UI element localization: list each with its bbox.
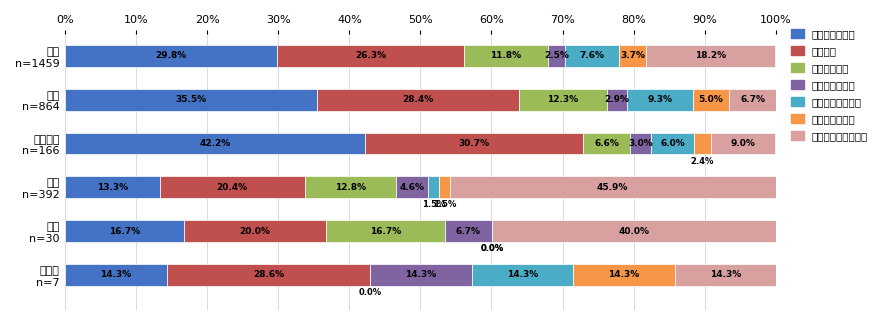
Bar	[565, 45, 619, 67]
Text: 0.0%: 0.0%	[480, 244, 504, 253]
Text: 2.4%: 2.4%	[691, 157, 714, 166]
Text: 2.9%: 2.9%	[604, 95, 629, 104]
Text: 6.7%: 6.7%	[740, 95, 765, 104]
Text: 6.7%: 6.7%	[456, 227, 481, 236]
Bar	[445, 220, 493, 242]
Text: 11.8%: 11.8%	[490, 51, 521, 60]
Text: 42.2%: 42.2%	[199, 139, 230, 148]
Bar	[66, 45, 277, 67]
Bar	[573, 264, 675, 286]
Text: 20.4%: 20.4%	[217, 183, 248, 192]
Text: 13.3%: 13.3%	[97, 183, 128, 192]
Text: 28.6%: 28.6%	[253, 270, 284, 280]
Legend: 非常に貢献する, 貢献する, やや貢献する, やや貢献しない, あまり貢献しない, 全く貢献しない, 該当する経験がない: 非常に貢献する, 貢献する, やや貢献する, やや貢献しない, あまり貢献しない…	[788, 25, 871, 144]
Text: 14.3%: 14.3%	[100, 270, 132, 280]
Bar	[395, 176, 428, 198]
Bar	[651, 133, 694, 154]
Bar	[619, 45, 646, 67]
Text: 20.0%: 20.0%	[239, 227, 270, 236]
Bar	[471, 264, 573, 286]
Bar	[370, 264, 471, 286]
Text: 30.7%: 30.7%	[459, 139, 490, 148]
Text: 4.6%: 4.6%	[400, 183, 424, 192]
Bar	[365, 133, 583, 154]
Bar	[66, 176, 159, 198]
Text: 18.2%: 18.2%	[695, 51, 726, 60]
Bar	[439, 176, 449, 198]
Text: 3.0%: 3.0%	[628, 139, 653, 148]
Bar	[66, 220, 184, 242]
Bar	[167, 264, 370, 286]
Bar	[449, 176, 775, 198]
Text: 14.3%: 14.3%	[405, 270, 437, 280]
Text: 35.5%: 35.5%	[175, 95, 207, 104]
Text: 28.4%: 28.4%	[403, 95, 434, 104]
Text: 9.3%: 9.3%	[648, 95, 672, 104]
Bar	[583, 133, 630, 154]
Text: 16.7%: 16.7%	[109, 227, 140, 236]
Text: 5.0%: 5.0%	[698, 95, 723, 104]
Bar	[548, 45, 565, 67]
Text: 6.6%: 6.6%	[595, 139, 619, 148]
Bar	[184, 220, 326, 242]
Text: 0.0%: 0.0%	[359, 288, 382, 297]
Text: 1.5%: 1.5%	[432, 201, 456, 210]
Bar	[693, 89, 728, 111]
Text: 6.0%: 6.0%	[660, 139, 685, 148]
Bar	[326, 220, 445, 242]
Text: 29.8%: 29.8%	[156, 51, 187, 60]
Text: 14.3%: 14.3%	[609, 270, 640, 280]
Text: 0.0%: 0.0%	[480, 244, 504, 253]
Text: 3.7%: 3.7%	[620, 51, 645, 60]
Bar	[728, 89, 776, 111]
Text: 12.8%: 12.8%	[335, 183, 366, 192]
Bar	[159, 176, 305, 198]
Text: 16.7%: 16.7%	[369, 227, 400, 236]
Text: 9.0%: 9.0%	[730, 139, 756, 148]
Text: 40.0%: 40.0%	[618, 227, 649, 236]
Text: 12.3%: 12.3%	[548, 95, 579, 104]
Bar	[607, 89, 627, 111]
Bar	[66, 133, 365, 154]
Text: 7.6%: 7.6%	[579, 51, 605, 60]
Bar	[493, 220, 776, 242]
Bar	[317, 89, 519, 111]
Bar	[428, 176, 439, 198]
Bar	[711, 133, 775, 154]
Bar	[277, 45, 463, 67]
Bar	[519, 89, 607, 111]
Bar	[694, 133, 711, 154]
Text: 2.5%: 2.5%	[544, 51, 569, 60]
Bar	[66, 89, 317, 111]
Text: 14.3%: 14.3%	[507, 270, 538, 280]
Bar	[305, 176, 395, 198]
Text: 45.9%: 45.9%	[597, 183, 628, 192]
Bar	[675, 264, 776, 286]
Bar	[66, 264, 167, 286]
Text: 14.3%: 14.3%	[710, 270, 742, 280]
Bar	[463, 45, 548, 67]
Text: 1.5%: 1.5%	[422, 201, 446, 210]
Bar	[630, 133, 651, 154]
Bar	[627, 89, 693, 111]
Bar	[646, 45, 775, 67]
Text: 26.3%: 26.3%	[354, 51, 386, 60]
